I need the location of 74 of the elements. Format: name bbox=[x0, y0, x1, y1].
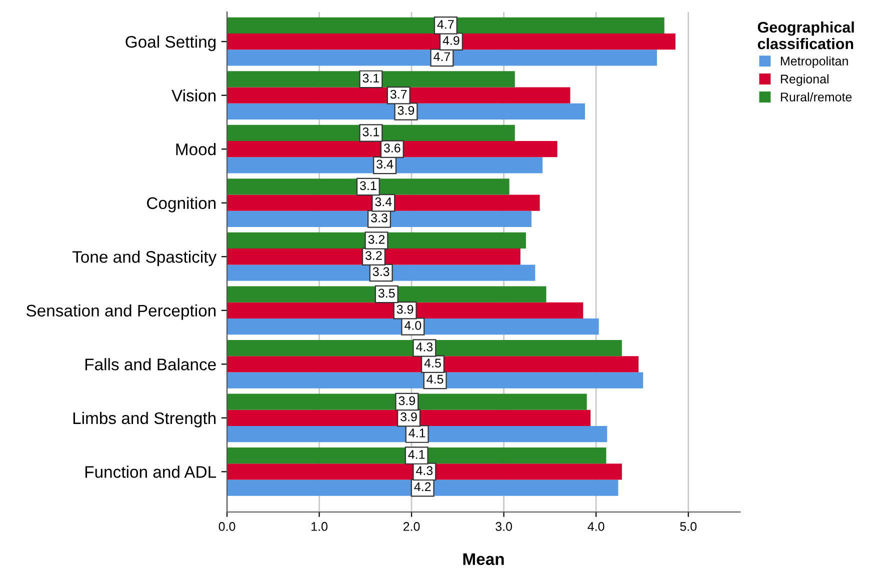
y-tick-label: Falls and Balance bbox=[85, 358, 216, 370]
data-label: 4.9 bbox=[442, 36, 460, 45]
data-label: 3.3 bbox=[372, 267, 390, 276]
data-label: 4.3 bbox=[416, 466, 433, 476]
x-axis-title: Mean bbox=[463, 553, 504, 566]
data-label: 3.9 bbox=[398, 106, 414, 115]
data-label: 3.1 bbox=[360, 181, 376, 190]
x-tick-label: 0.0 bbox=[218, 522, 236, 531]
x-tick-label: 4.0 bbox=[588, 522, 604, 531]
data-label: 3.9 bbox=[396, 304, 414, 314]
bar bbox=[227, 447, 606, 464]
bar bbox=[227, 34, 676, 50]
legend-label: Rural/remote bbox=[780, 92, 852, 102]
data-label: 3.1 bbox=[362, 74, 380, 83]
legend-label: Regional bbox=[780, 74, 828, 86]
bar bbox=[227, 232, 526, 249]
data-label: 4.5 bbox=[424, 358, 441, 368]
data-label: 3.6 bbox=[384, 144, 400, 152]
bar bbox=[227, 340, 622, 356]
bar bbox=[227, 103, 585, 120]
data-label: 4.7 bbox=[437, 20, 454, 29]
bar bbox=[227, 480, 618, 496]
y-tick-label: Function and ADL bbox=[85, 466, 216, 478]
bar bbox=[227, 194, 540, 211]
data-label: 3.4 bbox=[376, 160, 394, 169]
bar bbox=[227, 248, 520, 265]
data-label: 3.3 bbox=[371, 213, 388, 222]
bar bbox=[227, 71, 515, 88]
data-label: 4.0 bbox=[404, 321, 422, 330]
y-tick-label: Vision bbox=[172, 89, 216, 102]
data-label: 3.9 bbox=[400, 412, 417, 422]
bar bbox=[227, 17, 664, 34]
bar bbox=[227, 426, 608, 442]
data-label: 4.1 bbox=[408, 428, 426, 438]
x-tick-label: 1.0 bbox=[312, 522, 328, 531]
data-label: 3.1 bbox=[362, 127, 380, 136]
bar bbox=[227, 356, 639, 372]
y-tick-label: Mood bbox=[176, 143, 216, 156]
data-label: 3.2 bbox=[365, 251, 382, 260]
data-label: 4.5 bbox=[426, 374, 444, 384]
data-label: 3.2 bbox=[368, 235, 385, 244]
y-tick-label: Cognition bbox=[147, 196, 216, 212]
data-label: 3.9 bbox=[398, 396, 416, 406]
data-label: 4.7 bbox=[434, 52, 450, 61]
data-label: 3.5 bbox=[378, 288, 395, 298]
x-tick-label: 3.0 bbox=[496, 522, 512, 531]
data-label: 4.1 bbox=[408, 450, 425, 459]
bar bbox=[227, 464, 622, 480]
bar bbox=[227, 141, 558, 158]
bar bbox=[227, 50, 657, 66]
legend-title: Geographical classification bbox=[758, 21, 854, 50]
data-label: 4.2 bbox=[414, 482, 431, 492]
x-tick-label: 5.0 bbox=[680, 522, 697, 531]
bar bbox=[227, 210, 532, 228]
data-label: 3.7 bbox=[390, 90, 407, 99]
legend-label: Metropolitan bbox=[780, 56, 848, 68]
bar bbox=[227, 410, 591, 426]
bar bbox=[227, 157, 543, 174]
bar bbox=[227, 372, 644, 388]
data-label: 3.4 bbox=[375, 197, 392, 206]
bar bbox=[227, 124, 515, 142]
bar bbox=[227, 264, 536, 281]
bar bbox=[227, 394, 587, 410]
x-tick-label: 2.0 bbox=[403, 522, 420, 531]
y-tick-label: Tone and Spasticity bbox=[72, 250, 217, 266]
bar bbox=[227, 286, 546, 302]
y-tick-label: Sensation and Perception bbox=[26, 304, 216, 320]
bar bbox=[227, 302, 584, 318]
y-tick-label: Goal Setting bbox=[126, 36, 216, 52]
bar bbox=[227, 318, 599, 335]
bar bbox=[227, 178, 510, 195]
data-label: 4.3 bbox=[416, 342, 433, 352]
bar bbox=[227, 87, 570, 104]
y-tick-label: Limbs and Strength bbox=[73, 412, 216, 428]
